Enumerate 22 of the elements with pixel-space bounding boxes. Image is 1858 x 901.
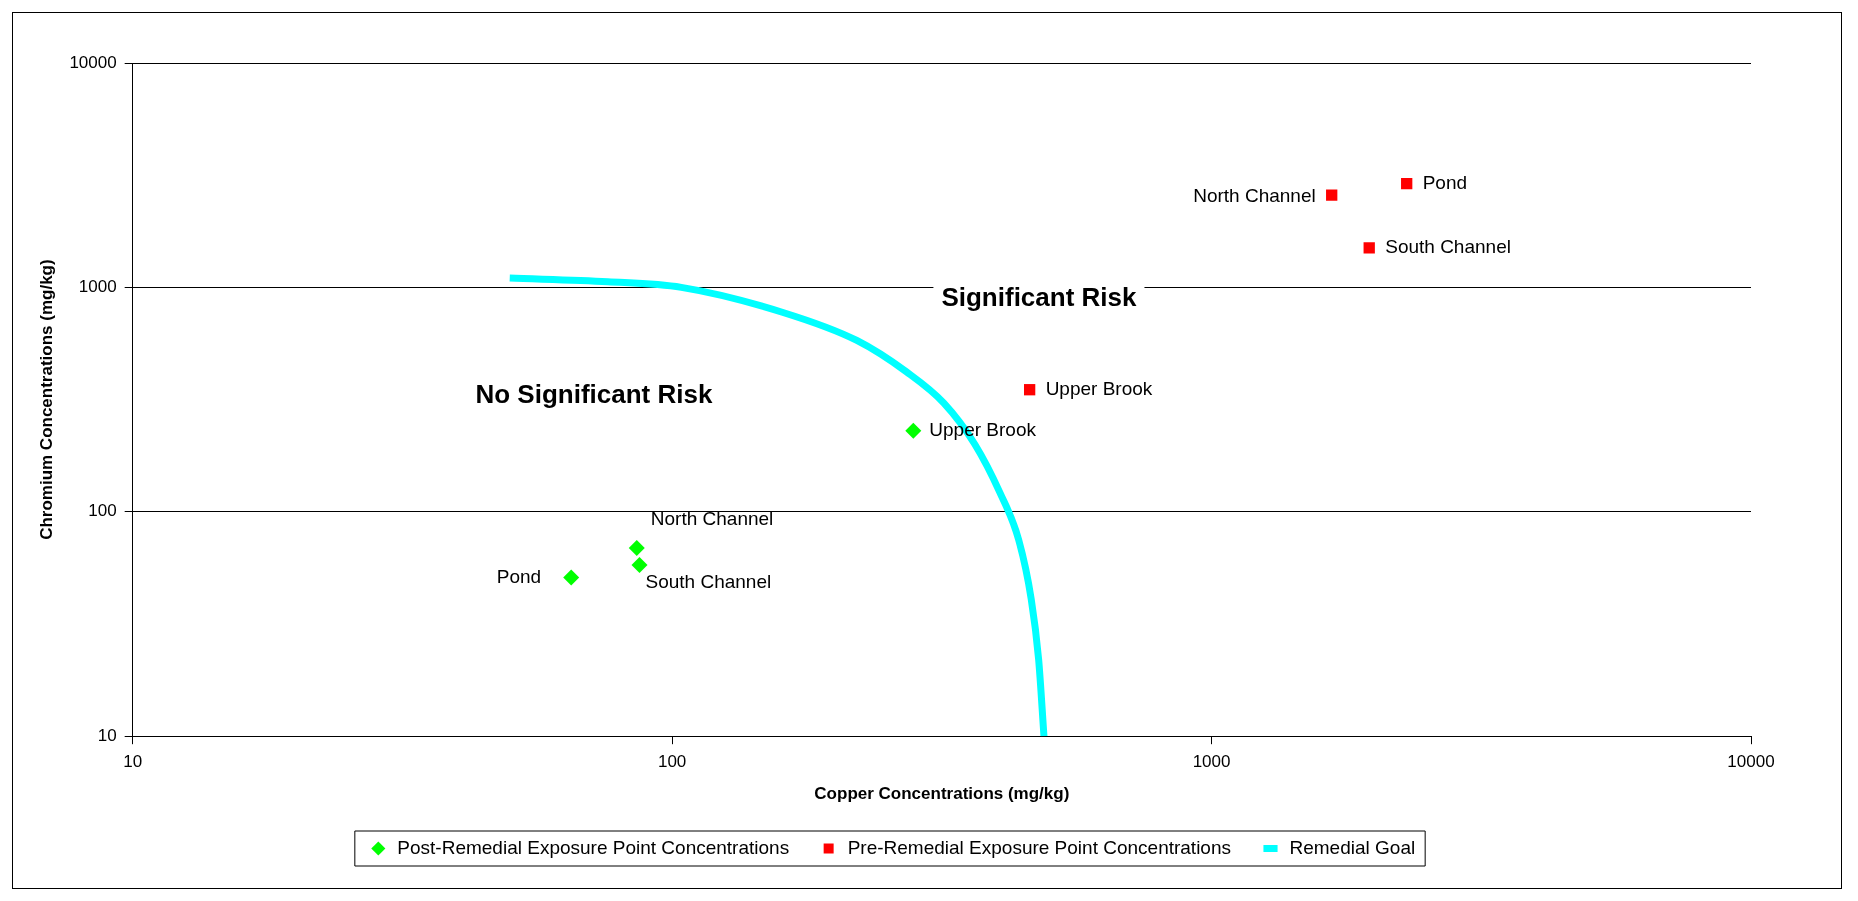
x-tick-label: 100	[657, 752, 687, 772]
y-tick-label: 10	[97, 725, 117, 745]
y-tick-label: 1000	[78, 277, 117, 297]
legend-label: Post-Remedial Exposure Point Concentrations	[397, 836, 790, 858]
y-axis-title: Chromium Concentrations (mg/kg)	[36, 259, 56, 540]
annotation: Pond	[496, 565, 542, 587]
annotation: North Channel	[650, 508, 774, 530]
y-tick-label: 10000	[69, 52, 117, 72]
legend-label: Remedial Goal	[1289, 836, 1416, 858]
x-tick-label: 10	[123, 752, 143, 772]
y-tick-label: 100	[88, 501, 117, 521]
annotation: South Channel	[645, 571, 772, 593]
x-tick-label: 10000	[1727, 752, 1775, 772]
annotation: Pond	[1422, 171, 1468, 193]
annotation: South Channel	[1385, 236, 1511, 258]
annotation: North Channel	[1193, 185, 1316, 207]
x-axis-title: Copper Concentrations (mg/kg)	[814, 784, 1070, 804]
annotation: Significant Risk	[941, 281, 1137, 312]
legend-label: Pre-Remedial Exposure Point Concentrations	[847, 836, 1231, 858]
x-tick-label: 1000	[1192, 752, 1231, 772]
annotation: No Significant Risk	[475, 379, 713, 410]
annotation: Upper Brook	[1045, 377, 1153, 399]
